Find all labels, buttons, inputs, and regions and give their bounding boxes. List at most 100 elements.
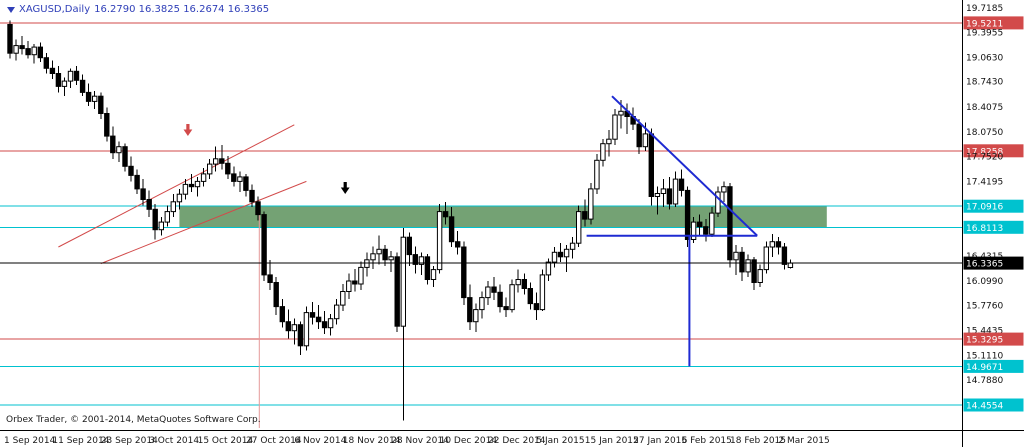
price-level-badge-label: 17.0916 [966,203,1003,213]
candle-body [612,114,618,140]
candle-body [37,46,43,59]
candle-body [158,221,165,231]
candle-body [727,186,733,261]
candle-body [116,146,122,154]
candle-body [273,282,279,308]
candle-body [207,163,213,175]
candle-body [473,309,479,323]
candle-body [648,133,654,197]
time-tick-label: 18 Feb 2015 [730,436,786,446]
candle-body [775,241,782,248]
candle-body [666,188,673,205]
candle-body [406,236,413,256]
candle-body [503,306,509,311]
candle-body [551,251,558,263]
candle-body [672,178,679,205]
candle-body [745,259,751,273]
candle-body [485,286,491,299]
candle-body [176,193,183,203]
candle-body [569,242,576,250]
candle-body [334,304,340,320]
price-tick-label: 18.4075 [966,103,1003,113]
candle-body [678,178,685,191]
black-down-arrow-icon[interactable] [340,182,350,194]
candle-body [412,254,419,265]
candle-body [146,199,152,210]
candle-body [61,80,68,87]
candle-body [763,246,769,271]
candle-body [533,303,540,311]
candle-body [448,216,455,243]
candle-body [418,256,425,265]
supply-demand-zone-rect[interactable] [179,206,827,228]
chart-ohlc-quotes: 16.2790 16.3825 16.2674 16.3365 [94,4,270,15]
time-tick-label: 27 Oct 2014 [246,436,302,446]
candle-body [521,279,527,289]
candle-body [43,57,49,69]
candle-body [219,158,225,164]
time-tick-label: 3 Oct 2014 [149,436,199,446]
price-level-badge-label: 16.3365 [966,260,1003,270]
time-tick-label: 1 Sep 2014 [4,436,56,446]
candle-body [98,95,104,114]
candle-body [55,73,62,87]
candle-body [164,211,171,223]
candle-body [642,133,648,148]
candle-body [303,312,310,347]
candles-group [7,20,794,421]
candle-body [539,274,546,311]
price-level-badge [963,398,1024,412]
candle-body [563,248,570,258]
candle-body [79,79,86,93]
candle-body [527,288,533,305]
red-down-arrow-icon[interactable] [183,124,193,136]
candle-body [340,291,346,306]
candle-body [715,191,721,214]
time-tick-label: 22 Dec 2014 [488,436,546,446]
candle-body [430,269,437,281]
candle-body [781,246,788,265]
candle-body [13,45,19,54]
candle-body [442,211,449,218]
blue-trendline[interactable] [611,95,758,237]
price-tick-label: 15.4435 [966,327,1003,337]
candle-body [606,138,612,145]
candle-body [25,48,31,56]
candle-body [73,70,80,81]
time-tick-label: 5 Jan 2015 [536,436,584,446]
candle-body [636,123,642,148]
price-tick-label: 18.7430 [966,78,1003,88]
candle-body [346,280,352,292]
time-tick-label: 28 Nov 2014 [391,436,449,446]
chart-title: XAGUSD,Daily 16.2790 16.3825 16.2674 16.… [7,4,269,15]
candle-body [467,297,473,323]
candle-body [600,143,606,161]
candle-body [7,24,13,54]
candle-body [400,236,407,327]
red-trendline[interactable] [100,180,307,265]
red-trendline[interactable] [58,124,295,248]
price-level-badge [963,199,1024,213]
chart-symbol-label: XAGUSD,Daily [19,4,91,15]
candle-body [654,193,661,197]
candle-body [491,286,497,293]
candle-body [684,189,691,240]
time-tick-label: 6 Feb 2015 [682,436,732,446]
candle-body [757,269,763,284]
candle-body [690,221,697,241]
candle-body [237,176,243,182]
price-tick-label: 14.7880 [966,376,1003,386]
candle-body [588,188,594,220]
time-scale-area[interactable] [0,431,1024,447]
candle-body [394,256,400,327]
candle-body [122,146,128,167]
candle-body [739,251,745,273]
time-tick-label: 2 Mar 2015 [778,436,829,446]
candle-body [231,173,237,182]
candle-body [455,241,461,248]
candle-body [188,183,195,188]
time-tick-label: 27 Jan 2015 [633,436,687,446]
candle-body [92,95,98,102]
